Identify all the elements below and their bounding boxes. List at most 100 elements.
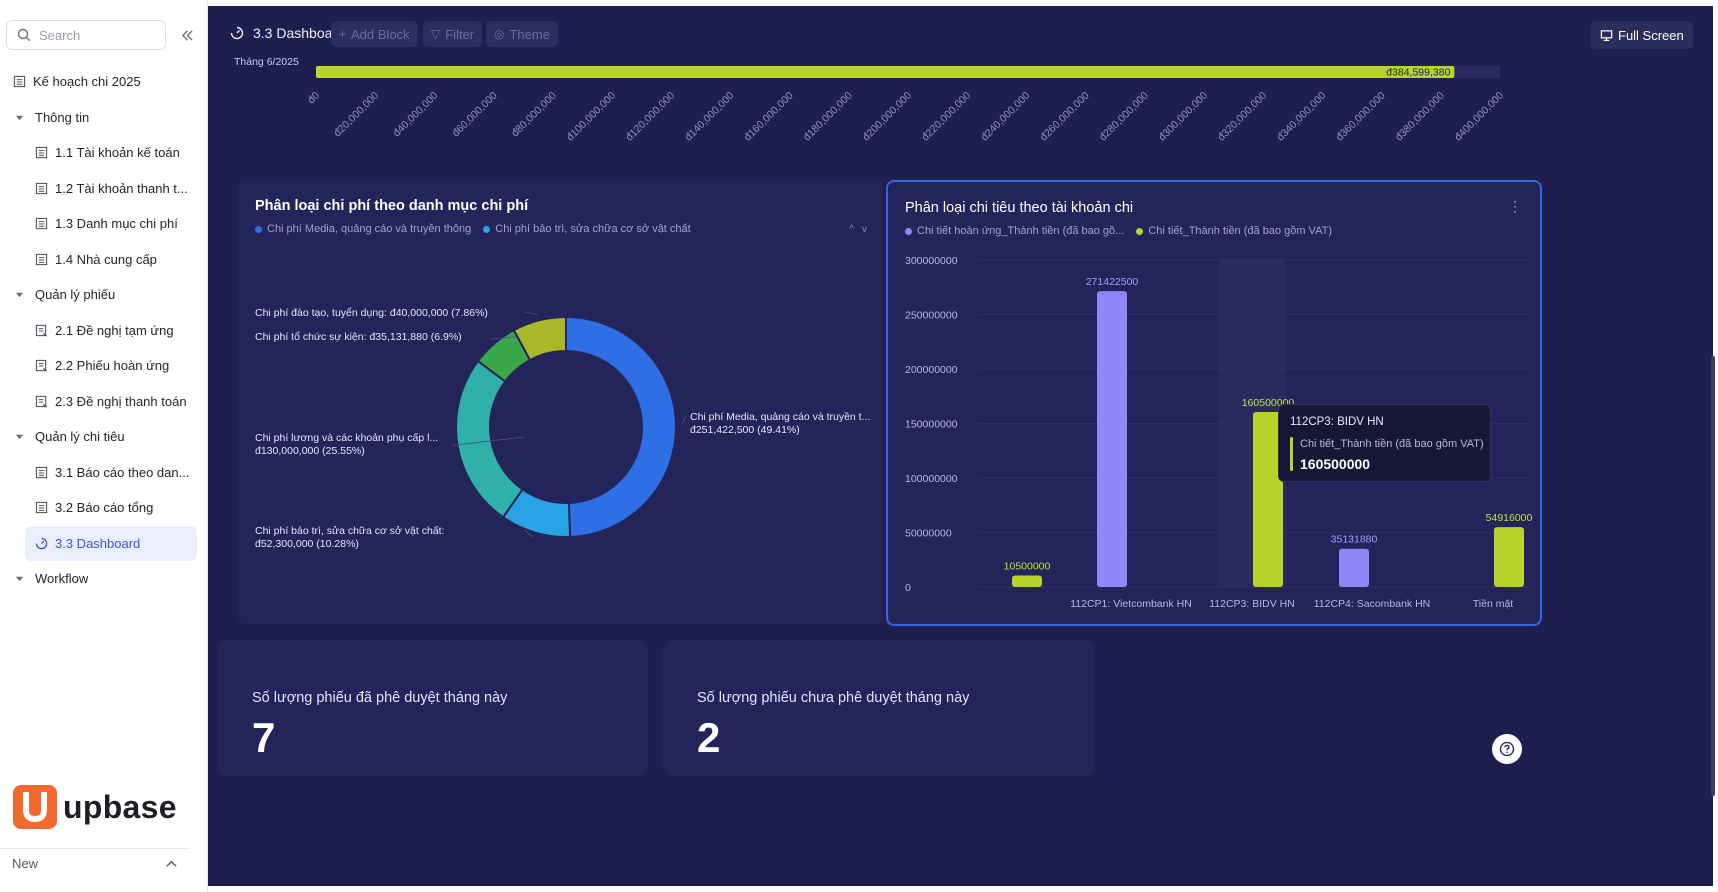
- sidebar-item-label: 2.1 Đề nghị tạm ứng: [55, 322, 174, 338]
- bar-value-label: 10500000: [1004, 561, 1051, 573]
- kpi-card-pending: Số lượng phiếu chưa phê duyệt tháng này …: [663, 640, 1095, 776]
- bar[interactable]: [1097, 291, 1127, 587]
- sidebar-item-2-3-ngh-thanh-to-n[interactable]: 2.3 Đề nghị thanh toán: [0, 384, 208, 420]
- donut-slice[interactable]: [565, 315, 677, 538]
- sidebar-item-label: 1.2 Tài khoản thanh t...: [55, 180, 188, 196]
- slice-label: Chi phí Media, quảng cáo và truyền t...: [690, 411, 870, 423]
- kpi-approved-label: Số lượng phiếu đã phê duyệt tháng này: [252, 690, 508, 706]
- upbase-logo-mark: [13, 785, 57, 829]
- sidebar-item-label: Quản lý chi tiêu: [35, 429, 125, 445]
- dashboard-title-text: 3.3 Dashboard: [253, 25, 345, 41]
- x-tick-label: đ180,000,000: [801, 90, 855, 144]
- x-tick-label: 112CP1: Vietcombank HN: [1070, 598, 1192, 610]
- x-tick-label: đ300,000,000: [1156, 90, 1210, 144]
- bar[interactable]: [1494, 527, 1524, 587]
- logo-text: upbase: [63, 788, 177, 825]
- category-chart-legend: Chi phí Media, quảng cáo và truyền thông…: [255, 223, 703, 235]
- add-block-button[interactable]: + Add Block: [331, 21, 418, 47]
- bar[interactable]: [1012, 575, 1042, 587]
- sidebar-item-2-1-ngh-t-m-ng[interactable]: 2.1 Đề nghị tạm ứng: [0, 313, 208, 349]
- y-tick-label: 50000000: [905, 528, 952, 540]
- donut-slice[interactable]: [455, 359, 524, 519]
- legend-label: Chi tiết_Thành tiền (đã bao gồm VAT): [1148, 225, 1332, 237]
- kpi-pending-value: 2: [697, 714, 721, 761]
- collapse-sidebar-button[interactable]: [178, 26, 196, 44]
- help-button[interactable]: [1492, 734, 1522, 764]
- x-tick-label: 112CP3: BIDV HN: [1209, 598, 1295, 610]
- new-menu[interactable]: New: [0, 848, 190, 878]
- tooltip-title: 112CP3: BIDV HN: [1290, 416, 1384, 428]
- sidebar-item-3-1-b-o-c-o-theo-dan[interactable]: 3.1 Báo cáo theo dan...: [0, 455, 208, 491]
- x-tick-label: đ60,000,000: [450, 90, 500, 140]
- double-chevron-left-icon: [181, 29, 193, 41]
- caret-down-icon: [14, 432, 24, 442]
- table-icon: [34, 252, 48, 266]
- kpi-approved-value: 7: [252, 714, 276, 761]
- theme-button[interactable]: ◎ Theme: [486, 21, 558, 47]
- panel-menu-icon[interactable]: ⋮: [1508, 198, 1522, 214]
- filter-button[interactable]: ▽ Filter: [423, 21, 483, 47]
- sidebar-item-1-1-t-i-kho-n-k-to-n[interactable]: 1.1 Tài khoản kế toán: [0, 135, 208, 171]
- sidebar-item-label: 2.3 Đề nghị thanh toán: [55, 393, 187, 409]
- add-block-label: Add Block: [351, 26, 410, 42]
- legend-prev-button[interactable]: ^: [849, 224, 854, 235]
- bar-value-label: 271422500: [1086, 276, 1139, 288]
- legend-item[interactable]: Chi tiết hoàn ứng_Thành tiền (đã bao gồ.…: [905, 225, 1124, 237]
- sidebar-item-1-2-t-i-kho-n-thanh-t[interactable]: 1.2 Tài khoản thanh t...: [0, 171, 208, 207]
- sidebar-item-label: 2.2 Phiếu hoàn ứng: [55, 358, 170, 374]
- dashboard-toolbar: 3.3 Dashboard + Add Block ▽ Filter ◎ Theme …: [208, 6, 1713, 62]
- sidebar-group-workflow[interactable]: Workflow: [0, 561, 208, 597]
- x-tick-label: đ320,000,000: [1215, 90, 1269, 144]
- full-screen-label: Full Screen: [1618, 27, 1684, 43]
- sidebar-item-1-3-danh-m-c-chi-ph[interactable]: 1.3 Danh mục chi phí: [0, 206, 208, 242]
- slice-label: Chi phí tổ chức sự kiện: đ35,131,880 (6.…: [255, 331, 462, 343]
- table-icon: [34, 217, 48, 231]
- x-tick-label: đ400,000,000: [1452, 90, 1506, 144]
- scrollbar-thumb[interactable]: [1711, 356, 1715, 796]
- sidebar-item-label: 3.2 Báo cáo tổng: [55, 500, 154, 516]
- sidebar-group-qu-n-l-phi-u[interactable]: Quản lý phiếu: [0, 277, 208, 313]
- category-donut-chart: Chi phí Media, quảng cáo và truyền t...đ…: [255, 307, 870, 550]
- search-box[interactable]: [6, 20, 166, 50]
- y-tick-label: 300000000: [905, 255, 958, 267]
- legend-next-button[interactable]: v: [862, 224, 867, 235]
- bar[interactable]: [1339, 548, 1369, 587]
- full-screen-button[interactable]: Full Screen: [1591, 21, 1693, 49]
- sidebar-item-k-ho-ch-chi-2025[interactable]: Kế hoạch chi 2025: [0, 64, 208, 100]
- bar[interactable]: [1253, 412, 1283, 587]
- x-tick-label: đ100,000,000: [564, 90, 618, 144]
- x-tick-label: đ20,000,000: [332, 90, 382, 140]
- sidebar-item-label: Thông tin: [35, 109, 90, 125]
- sidebar-item-label: 1.1 Tài khoản kế toán: [55, 145, 180, 161]
- x-tick-label: Tiền mặt: [1473, 598, 1514, 610]
- plus-icon: +: [339, 27, 347, 41]
- sidebar-item-2-2-phi-u-ho-n-ng[interactable]: 2.2 Phiếu hoàn ứng: [0, 348, 208, 384]
- legend-item[interactable]: Chi phí bảo trì, sửa chữa cơ sở vật chất: [483, 223, 691, 235]
- dashboard-icon: [230, 26, 244, 40]
- legend-dot-icon: [905, 227, 912, 235]
- sidebar-item-3-3-dashboard[interactable]: 3.3 Dashboard: [25, 525, 197, 561]
- table-icon: [34, 465, 48, 479]
- slice-label: Chi phí lương và các khoản phụ cấp l...: [255, 432, 438, 444]
- upbase-logo: upbase: [13, 785, 177, 829]
- y-tick-label: 200000000: [905, 364, 958, 376]
- form-icon: [34, 323, 48, 337]
- legend-item[interactable]: Chi tiết_Thành tiền (đã bao gồm VAT): [1136, 225, 1332, 237]
- y-tick-label: 150000000: [905, 419, 958, 431]
- x-tick-label: 112CP4: Sacombank HN: [1314, 598, 1431, 610]
- x-tick-label: đ200,000,000: [860, 90, 914, 144]
- tooltip-series-marker: [1290, 437, 1293, 471]
- search-input[interactable]: [39, 27, 159, 43]
- legend-pager: ^ v: [841, 224, 867, 235]
- sidebar-item-label: 1.3 Danh mục chi phí: [55, 216, 178, 232]
- legend-item[interactable]: Chi phí Media, quảng cáo và truyền thông: [255, 223, 471, 235]
- donut-slice[interactable]: [512, 315, 567, 362]
- sidebar-item-1-4-nh-cung-c-p[interactable]: 1.4 Nhà cung cấp: [0, 242, 208, 278]
- dashboard-title: 3.3 Dashboard: [230, 25, 345, 41]
- sidebar-group-qu-n-l-chi-ti-u[interactable]: Quản lý chi tiêu: [0, 419, 208, 455]
- budget-bar[interactable]: [316, 66, 1455, 78]
- slice-label: Chi phí bảo trì, sửa chữa cơ sở vật chất…: [255, 525, 445, 537]
- sidebar-group-th-ng-tin[interactable]: Thông tin: [0, 100, 208, 136]
- sidebar-item-3-2-b-o-c-o-t-ng[interactable]: 3.2 Báo cáo tổng: [0, 490, 208, 526]
- y-tick-label: 100000000: [905, 473, 958, 485]
